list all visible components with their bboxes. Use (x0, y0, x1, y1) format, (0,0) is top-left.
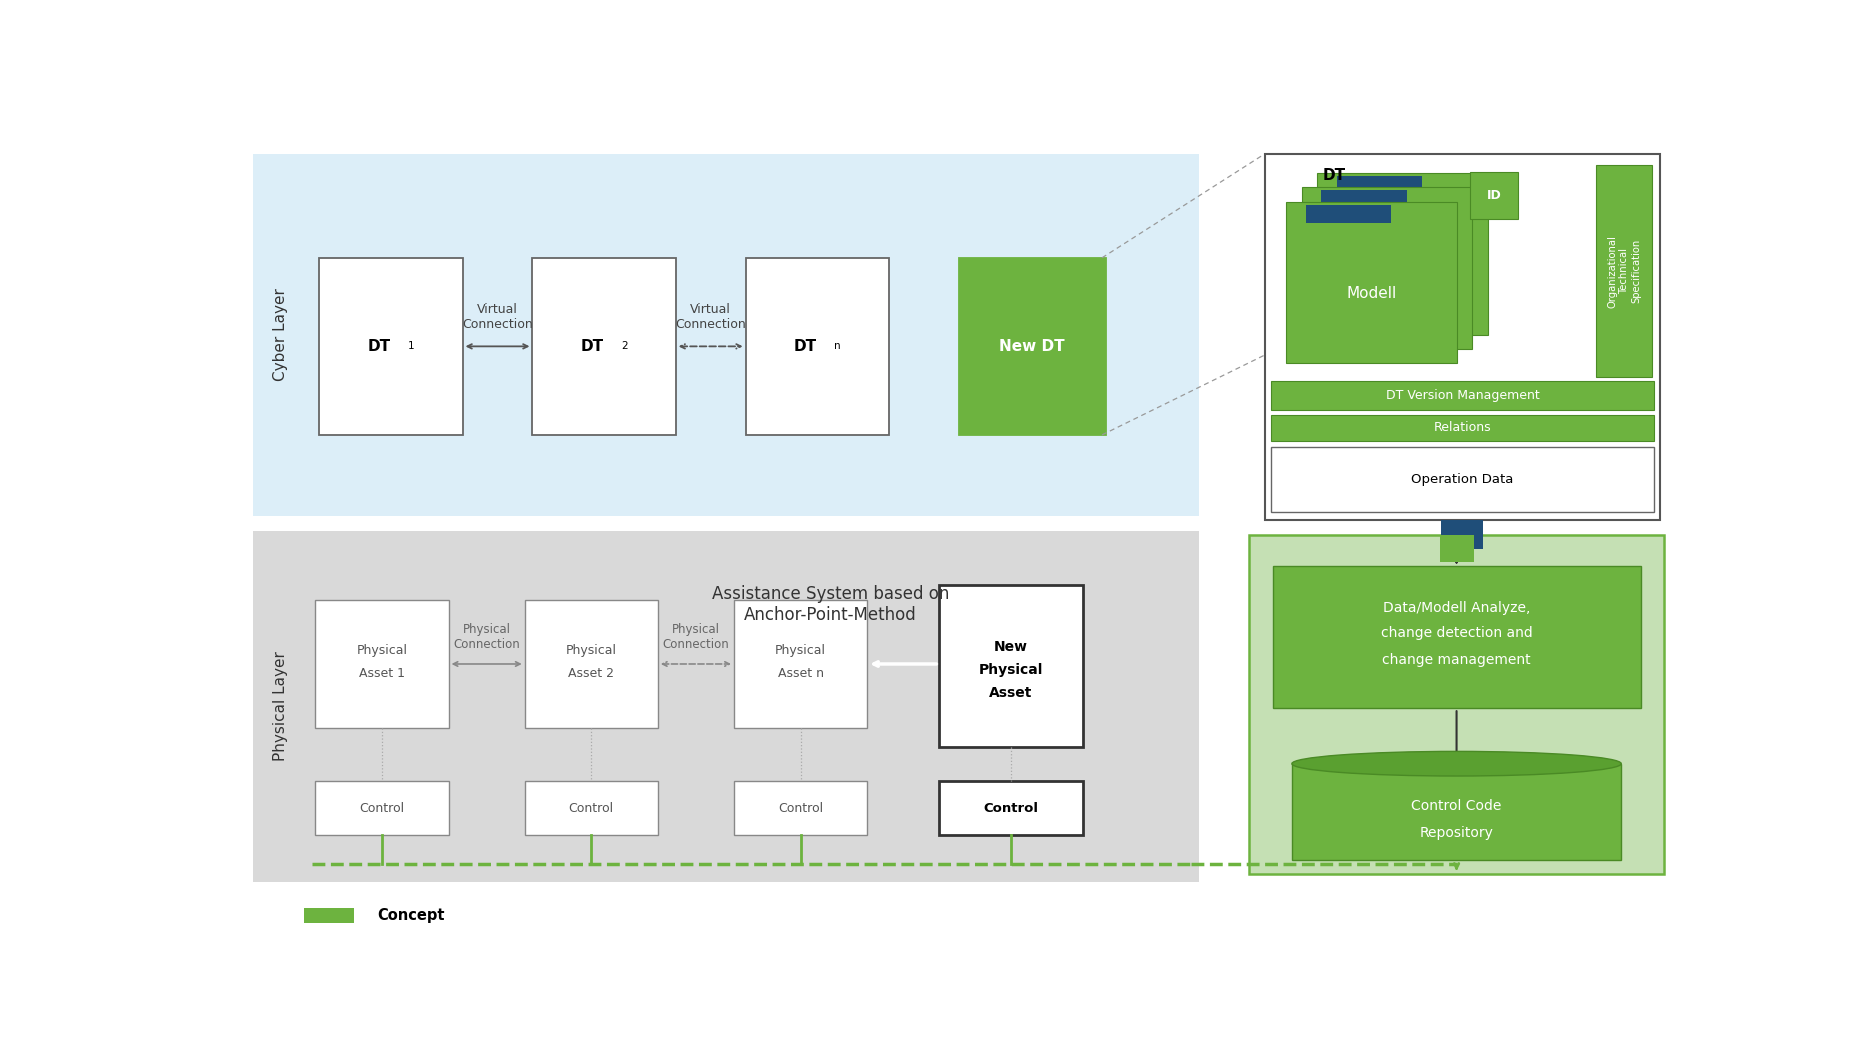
Text: Assistance System based on
Anchor-Point-Method: Assistance System based on Anchor-Point-… (711, 585, 949, 624)
FancyBboxPatch shape (1249, 535, 1664, 874)
FancyBboxPatch shape (1597, 165, 1653, 377)
Text: Virtual
Connection: Virtual Connection (462, 303, 534, 331)
Text: Physical Layer: Physical Layer (273, 651, 288, 761)
Text: Asset: Asset (988, 686, 1033, 700)
FancyBboxPatch shape (1440, 535, 1473, 562)
FancyBboxPatch shape (1470, 171, 1518, 219)
FancyBboxPatch shape (745, 257, 889, 435)
Text: Asset 2: Asset 2 (569, 667, 614, 680)
FancyBboxPatch shape (734, 781, 867, 835)
Text: 1: 1 (408, 340, 414, 351)
Text: Virtual
Connection: Virtual Connection (676, 303, 747, 331)
Text: Data/Modell Analyze,: Data/Modell Analyze, (1383, 601, 1529, 615)
FancyBboxPatch shape (1318, 173, 1488, 335)
FancyBboxPatch shape (734, 600, 867, 728)
FancyBboxPatch shape (958, 257, 1106, 435)
Text: n: n (835, 340, 841, 351)
FancyBboxPatch shape (940, 585, 1082, 747)
Text: Cyber Layer: Cyber Layer (273, 288, 288, 381)
Text: Physical: Physical (356, 644, 408, 656)
FancyBboxPatch shape (1271, 447, 1653, 512)
Text: Control: Control (359, 802, 404, 815)
Text: Physical: Physical (979, 663, 1043, 677)
FancyBboxPatch shape (1322, 190, 1406, 209)
Text: Operation Data: Operation Data (1411, 473, 1514, 486)
Text: DT: DT (1324, 168, 1346, 183)
Text: Concept: Concept (378, 908, 446, 922)
FancyBboxPatch shape (1307, 204, 1391, 223)
FancyBboxPatch shape (253, 531, 1198, 881)
Text: change detection and: change detection and (1382, 627, 1533, 641)
FancyBboxPatch shape (1337, 177, 1423, 195)
Ellipse shape (1292, 751, 1621, 776)
FancyBboxPatch shape (1271, 381, 1653, 411)
FancyBboxPatch shape (524, 600, 657, 728)
Text: Physical
Connection: Physical Connection (453, 624, 520, 651)
Text: DT: DT (580, 338, 605, 354)
Text: Modell: Modell (1346, 286, 1397, 301)
Text: Control: Control (569, 802, 614, 815)
Text: DT Version Management: DT Version Management (1385, 389, 1539, 402)
FancyBboxPatch shape (314, 781, 449, 835)
FancyBboxPatch shape (940, 781, 1082, 835)
Text: Asset n: Asset n (777, 667, 824, 680)
FancyBboxPatch shape (253, 154, 1198, 516)
FancyBboxPatch shape (314, 600, 449, 728)
FancyBboxPatch shape (1292, 764, 1621, 860)
Text: ID: ID (1486, 189, 1501, 202)
Text: 2: 2 (622, 340, 627, 351)
Text: Organizational
Technical
Specification: Organizational Technical Specification (1608, 235, 1642, 307)
FancyBboxPatch shape (1301, 187, 1473, 349)
Text: Relations: Relations (1434, 421, 1492, 434)
Text: Physical: Physical (565, 644, 616, 656)
FancyBboxPatch shape (532, 257, 676, 435)
Text: change management: change management (1382, 653, 1531, 667)
FancyBboxPatch shape (1273, 566, 1640, 709)
Text: New: New (994, 639, 1028, 653)
Text: New DT: New DT (1000, 338, 1065, 354)
FancyBboxPatch shape (1271, 415, 1653, 442)
FancyBboxPatch shape (1441, 519, 1483, 549)
Text: Repository: Repository (1419, 827, 1494, 841)
Text: DT: DT (794, 338, 816, 354)
FancyBboxPatch shape (1286, 201, 1456, 363)
Text: Asset 1: Asset 1 (359, 667, 404, 680)
Text: Control: Control (779, 802, 824, 815)
Text: Control: Control (983, 802, 1039, 815)
Text: DT: DT (367, 338, 391, 354)
Text: Control Code: Control Code (1411, 799, 1501, 813)
FancyBboxPatch shape (303, 908, 354, 924)
Text: Physical
Connection: Physical Connection (663, 624, 730, 651)
FancyBboxPatch shape (320, 257, 462, 435)
FancyBboxPatch shape (1265, 154, 1660, 519)
FancyBboxPatch shape (524, 781, 657, 835)
Text: Physical: Physical (775, 644, 826, 656)
